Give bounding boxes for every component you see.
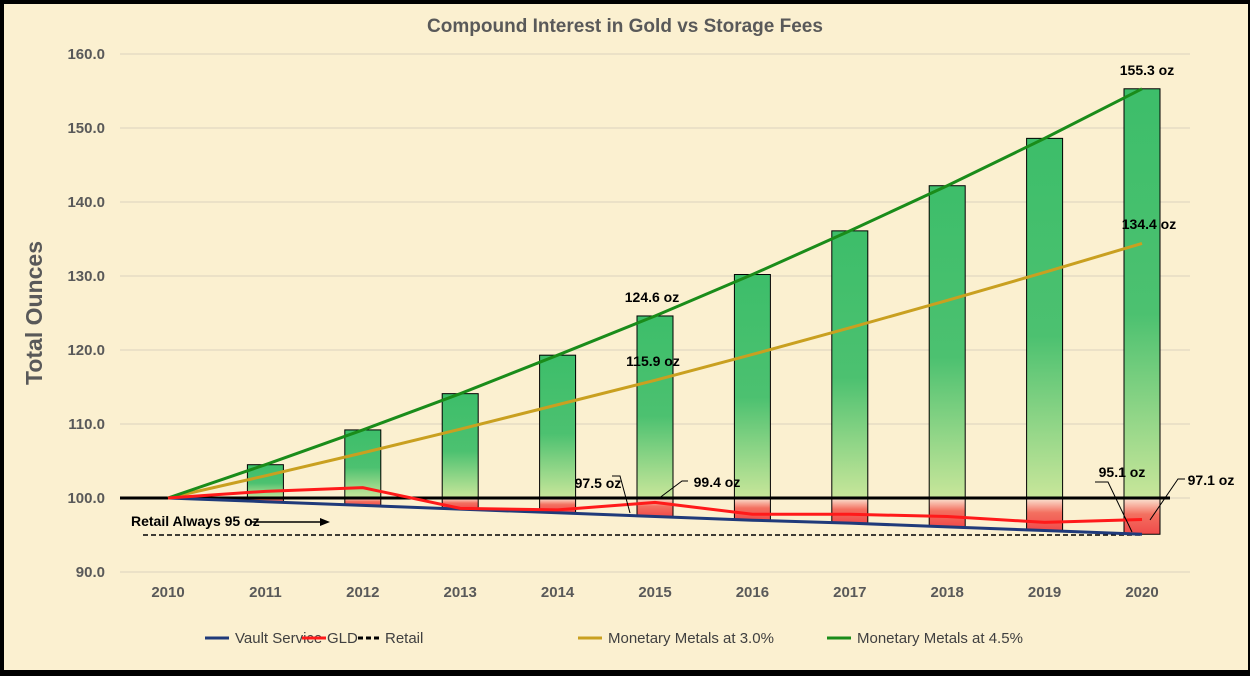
loss-bar: [733, 497, 771, 521]
series-line-vault-service: [167, 496, 1143, 536]
gain-bar: [1123, 88, 1161, 499]
x-tick-label: 2011: [249, 584, 282, 601]
legend-entry: Vault Service: [235, 630, 322, 647]
leader-line: [612, 475, 631, 514]
y-tick-label: 130.0: [67, 268, 105, 285]
loss-bar: [636, 497, 674, 517]
gain-bar: [441, 393, 479, 499]
x-tick-label: 2019: [1028, 584, 1061, 601]
series-line-monetary-metals-at-3-0-: [167, 242, 1143, 500]
annotation-label: 97.1 oz: [1188, 472, 1235, 488]
series-line-gld: [167, 486, 1143, 524]
x-tick-label: 2013: [444, 584, 477, 601]
y-tick-label: 120.0: [67, 342, 105, 359]
legend-entry: Monetary Metals at 4.5%: [857, 630, 1023, 647]
gain-bar: [1026, 137, 1064, 499]
loss-bar: [831, 497, 869, 524]
annotation-label: 97.5 oz: [575, 475, 622, 491]
legend-entry: Retail: [385, 630, 423, 647]
x-tick-label: 2017: [833, 584, 866, 601]
gain-bar: [831, 230, 869, 499]
loss-bar: [1123, 497, 1161, 535]
x-tick-label: 2012: [346, 584, 379, 601]
gain-bar: [539, 354, 577, 499]
leader-line: [657, 480, 688, 500]
x-tick-label: 2010: [151, 584, 184, 601]
loss-bar: [928, 497, 966, 528]
y-tick-label: 140.0: [67, 194, 105, 211]
gain-bar: [733, 274, 771, 499]
leader-line: [1095, 481, 1133, 533]
annotation-label: 95.1 oz: [1099, 464, 1146, 480]
leader-line: [1149, 478, 1185, 521]
y-axis-label: Total Ounces: [21, 241, 47, 385]
x-tick-label: 2016: [736, 584, 769, 601]
y-tick-label: 160.0: [67, 46, 105, 63]
annotation-label: 155.3 oz: [1120, 62, 1174, 78]
loss-bar: [1026, 497, 1064, 532]
x-tick-label: 2015: [638, 584, 671, 601]
series-line-monetary-metals-at-4-5-: [167, 87, 1143, 500]
arrow-head-icon: [320, 518, 330, 526]
annotation-label: Retail Always 95 oz: [131, 513, 260, 529]
gain-bar: [928, 185, 966, 499]
x-tick-label: 2020: [1125, 584, 1158, 601]
annotation-label: 99.4 oz: [694, 474, 741, 490]
y-tick-label: 150.0: [67, 120, 105, 137]
annotation-label: 124.6 oz: [625, 289, 679, 305]
chart-title: Compound Interest in Gold vs Storage Fee…: [427, 16, 823, 37]
x-tick-label: 2018: [931, 584, 964, 601]
annotation-label: 115.9 oz: [626, 353, 680, 369]
y-tick-label: 110.0: [68, 416, 105, 433]
legend-entry: Monetary Metals at 3.0%: [608, 630, 774, 647]
y-tick-label: 90.0: [76, 564, 105, 581]
x-tick-label: 2014: [541, 584, 575, 601]
y-tick-label: 100.0: [67, 490, 105, 507]
annotation-label: 134.4 oz: [1122, 216, 1176, 232]
gain-bar: [636, 315, 674, 499]
legend-entry: GLD: [327, 630, 358, 647]
